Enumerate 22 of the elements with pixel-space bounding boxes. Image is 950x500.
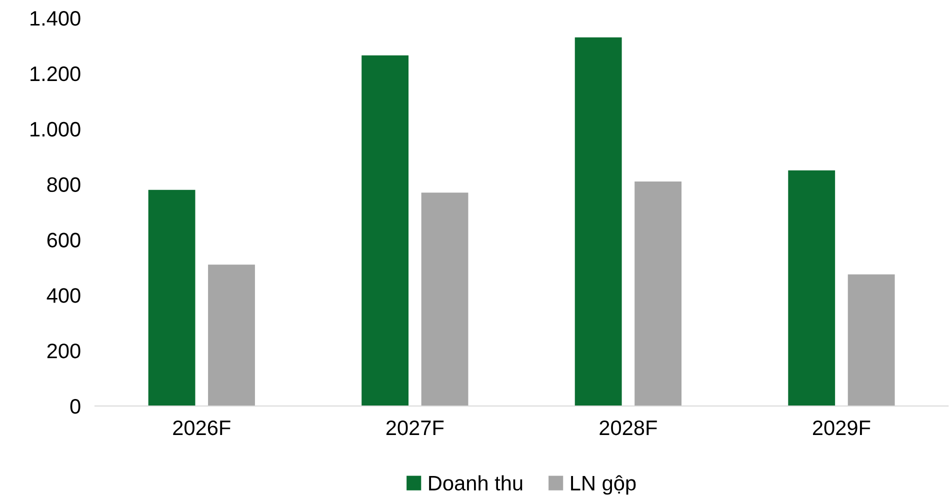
x-tick-label: 2028F	[600, 420, 657, 436]
bar	[421, 192, 468, 406]
bar	[848, 274, 895, 406]
bar	[148, 190, 196, 406]
y-tick-label: 1.000	[30, 122, 80, 137]
bar	[362, 55, 409, 406]
bar	[574, 37, 622, 406]
y-tick-label: 400	[46, 288, 80, 303]
x-tick-label: 2029F	[812, 420, 870, 436]
legend-label: LN gộp	[571, 475, 636, 495]
y-tick-label: 600	[47, 232, 80, 248]
y-tick-label: 200	[47, 344, 80, 358]
y-tick-label: 0	[70, 399, 80, 414]
y-tick-label: 800	[47, 177, 80, 192]
x-tick-label: 2027F	[386, 420, 444, 436]
bar	[788, 170, 836, 406]
bar	[634, 182, 682, 406]
legend-label: Doanh thu	[429, 475, 522, 491]
y-tick-label: 1.400	[30, 11, 80, 26]
x-tick-label: 2026F	[173, 420, 230, 436]
y-tick-label: 1.200	[30, 66, 80, 82]
bar	[208, 264, 255, 406]
